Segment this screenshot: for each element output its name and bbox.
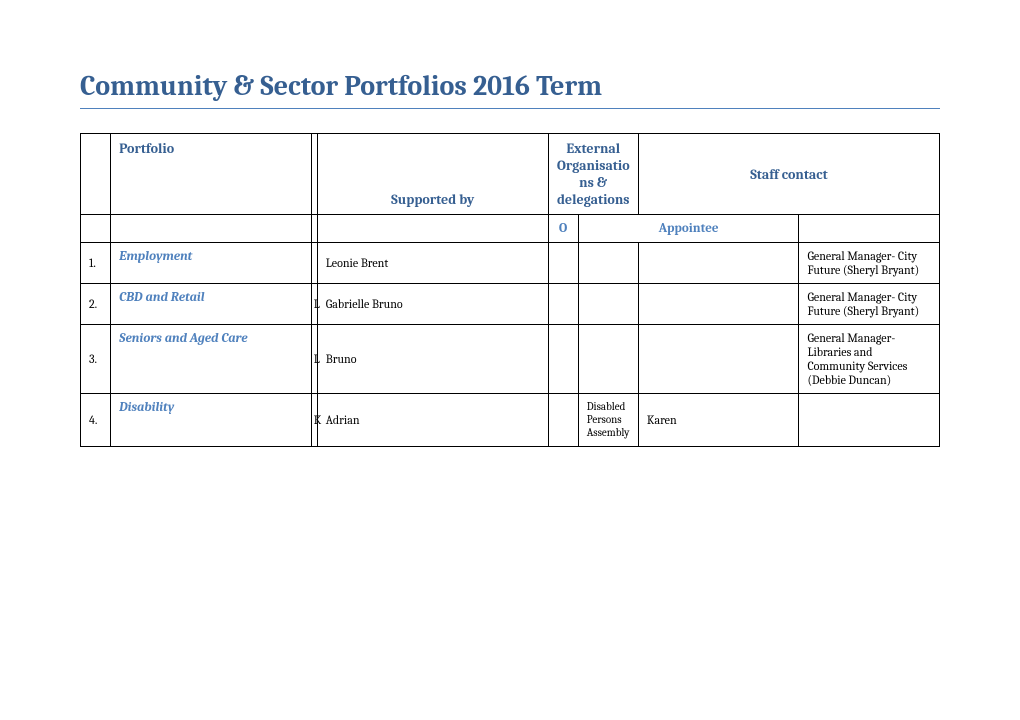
portfolio-cell: Employment — [111, 243, 312, 284]
subheader-blank-7 — [799, 215, 940, 243]
header-row-1: Portfolio Supported by External Organisa… — [81, 134, 940, 215]
o-cell — [548, 325, 578, 394]
portfolio-cell: Seniors and Aged Care — [111, 325, 312, 394]
portfolio-cell: CBD and Retail — [111, 284, 312, 325]
row-number: 3. — [81, 325, 111, 394]
subheader-blank-0 — [81, 215, 111, 243]
portfolio-name: Disability — [119, 400, 174, 415]
row-number: 1. — [81, 243, 111, 284]
portfolio-name: Seniors and Aged Care — [119, 331, 248, 346]
header-external-orgs: External Organisations & delegations — [548, 134, 638, 215]
supported-by-cell: Bruno — [317, 325, 548, 394]
table-row: 2. CBD and Retail L Gabrielle Bruno Gene… — [81, 284, 940, 325]
staff-cell: General Manager- City Future (Sheryl Bry… — [799, 284, 940, 325]
o-cell — [548, 394, 578, 447]
header-staff-contact: Staff contact — [638, 134, 939, 215]
appointee-cell — [638, 284, 799, 325]
supported-by-cell: Adrian — [317, 394, 548, 447]
subheader-blank-1 — [111, 215, 312, 243]
subheader-appointee: Appointee — [578, 215, 799, 243]
org-cell: Disabled Persons Assembly — [578, 394, 638, 447]
appointee-cell: Karen — [638, 394, 799, 447]
header-row-2: O Appointee — [81, 215, 940, 243]
portfolios-table: Portfolio Supported by External Organisa… — [80, 133, 940, 447]
appointee-cell — [638, 325, 799, 394]
portfolio-name: Employment — [119, 249, 192, 264]
supported-by-cell: Leonie Brent — [317, 243, 548, 284]
table-row: 1. Employment Leonie Brent General Manag… — [81, 243, 940, 284]
o-cell — [548, 284, 578, 325]
org-cell — [578, 243, 638, 284]
portfolio-cell: Disability — [111, 394, 312, 447]
staff-cell — [799, 394, 940, 447]
o-cell — [548, 243, 578, 284]
table-row: 4. Disability K Adrian Disabled Persons … — [81, 394, 940, 447]
subheader-o: O — [548, 215, 578, 243]
subheader-blank-3 — [317, 215, 548, 243]
header-blank-0 — [81, 134, 111, 215]
page-title: Community & Sector Portfolios 2016 Term — [80, 70, 940, 109]
appointee-cell — [638, 243, 799, 284]
supported-by-cell: Gabrielle Bruno — [317, 284, 548, 325]
row-number: 2. — [81, 284, 111, 325]
table-row: 3. Seniors and Aged Care L Bruno General… — [81, 325, 940, 394]
org-cell — [578, 284, 638, 325]
row-number: 4. — [81, 394, 111, 447]
header-portfolio: Portfolio — [111, 134, 312, 215]
org-cell — [578, 325, 638, 394]
header-supported-by: Supported by — [317, 134, 548, 215]
staff-cell: General Manager- Libraries and Community… — [799, 325, 940, 394]
portfolio-name: CBD and Retail — [119, 290, 204, 305]
staff-cell: General Manager- City Future (Sheryl Bry… — [799, 243, 940, 284]
